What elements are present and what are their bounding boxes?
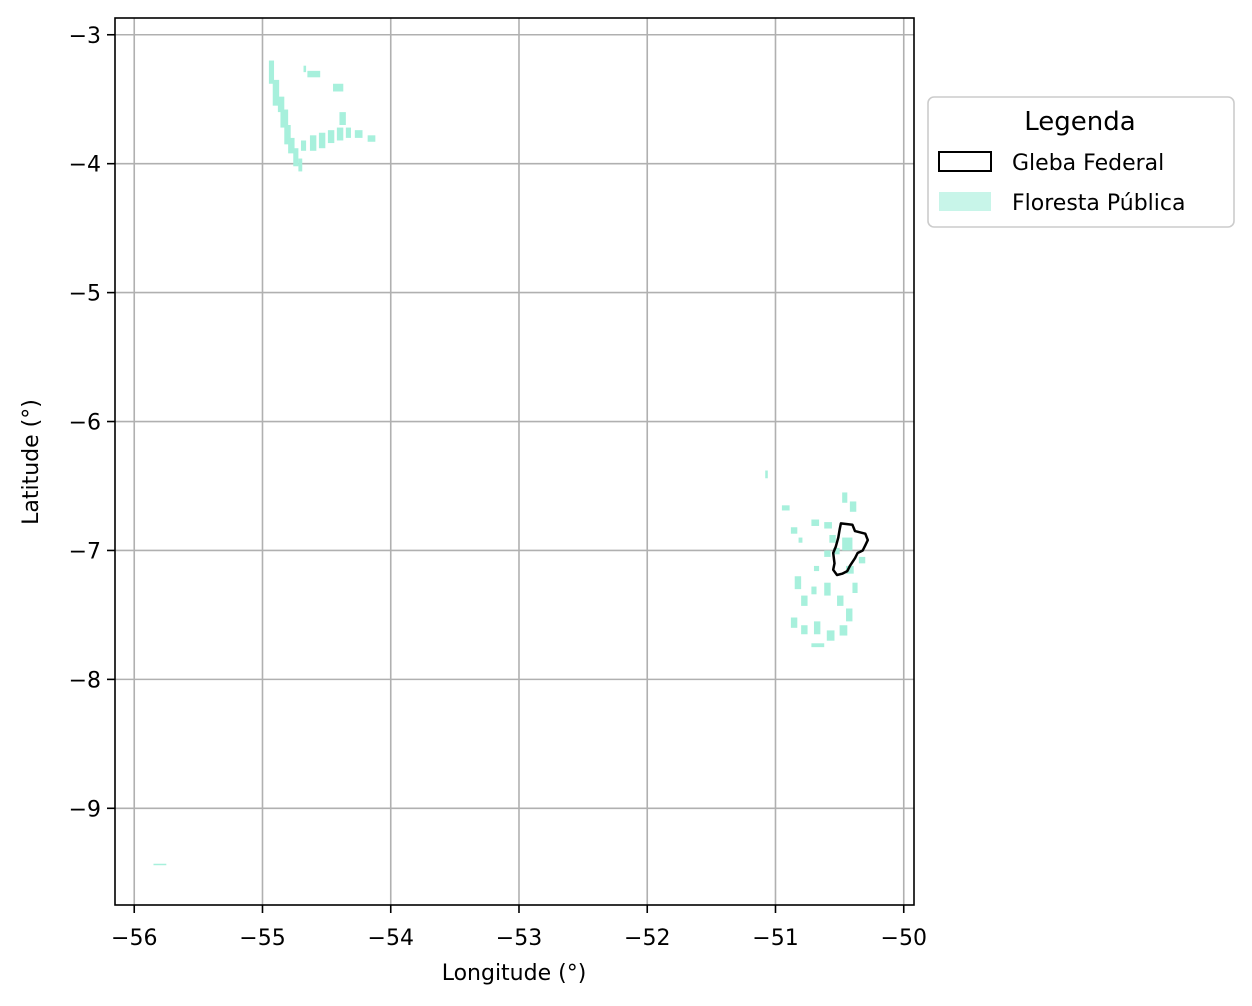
plot-frame (114, 17, 915, 906)
floresta-publica-patch (842, 492, 848, 503)
plot-area (115, 18, 914, 905)
x-tick-label: −54 (368, 926, 414, 951)
floresta-publica-patch (300, 140, 307, 151)
floresta-publica-patch (846, 608, 853, 622)
gridlines (115, 18, 914, 905)
floresta-publica-patch (268, 60, 275, 84)
floresta-publica-patch (765, 470, 768, 479)
legend-box (927, 96, 1235, 228)
floresta-publica-patch (284, 125, 291, 145)
floresta-publica-patch (781, 505, 790, 511)
floresta-publica-patch (336, 127, 344, 141)
y-ticks: −3 −4 −5 −6 −7 −8 −9 (69, 24, 115, 822)
x-tick-label: −53 (496, 926, 542, 951)
y-tick-label: −8 (69, 668, 101, 693)
floresta-publica-patch (813, 565, 820, 572)
floresta-publica-patch (318, 132, 326, 149)
floresta-publica-patch (826, 630, 835, 641)
floresta-publica-patch (367, 135, 376, 142)
floresta-publica-patch (837, 595, 844, 606)
x-tick-label: −52 (624, 926, 670, 951)
floresta-publica-patch (846, 565, 854, 574)
floresta-publica-patch (790, 527, 798, 534)
legend: Legenda Gleba Federal Floresta Pública (927, 96, 1235, 228)
floresta-publica-patch (858, 556, 866, 564)
floresta-publica-patch (345, 127, 351, 138)
y-axis-label: Latitude (°) (19, 399, 44, 525)
floresta-publica-patch (790, 617, 798, 628)
x-tick-label: −55 (239, 926, 285, 951)
legend-swatch-gleba-federal (938, 151, 992, 172)
floresta-publica-patch (307, 70, 321, 78)
floresta-publica-patch (339, 112, 346, 126)
floresta-publica-patch (354, 130, 363, 138)
y-tick-label: −5 (69, 282, 101, 307)
y-tick-label: −6 (69, 411, 101, 436)
x-tick-label: −50 (881, 926, 927, 951)
floresta-publica-patch (293, 148, 299, 167)
legend-swatch-floresta-publica (939, 192, 991, 211)
floresta-publica-patch (272, 79, 280, 106)
x-axis-label: Longitude (°) (442, 961, 587, 986)
floresta-publica-patch (288, 137, 295, 154)
floresta-publica-patch (824, 582, 831, 596)
floresta-publica-patch (333, 83, 344, 92)
floresta-publica-patch (327, 130, 335, 144)
x-ticks: −56 −55 −54 −53 −52 −51 −50 (111, 905, 927, 951)
y-tick-label: −7 (69, 539, 101, 564)
floresta-publica-patch (824, 522, 832, 529)
floresta-publica-patch (829, 534, 836, 543)
y-tick-label: −4 (69, 153, 101, 178)
legend-label-gleba-federal: Gleba Federal (1012, 151, 1164, 176)
y-tick-label: −9 (69, 797, 101, 822)
floresta-publica-patch (801, 595, 808, 606)
floresta-publica-patch (309, 135, 317, 151)
x-tick-label: −56 (111, 926, 157, 951)
y-tick-label: −3 (69, 24, 101, 49)
floresta-publica-patch (303, 65, 307, 73)
floresta-publica-patch (298, 158, 303, 172)
legend-label-floresta-publica: Floresta Pública (1012, 191, 1185, 216)
floresta-publica-patch (824, 550, 831, 557)
floresta-publica-patch (839, 625, 848, 636)
floresta-publica-patch (280, 109, 289, 128)
legend-title: Legenda (1024, 107, 1135, 137)
floresta-publica-patch (811, 519, 820, 526)
floresta-publica-patch (798, 537, 803, 543)
floresta-publica-layer (153, 60, 866, 866)
gleba-federal-polygon (831, 522, 870, 577)
floresta-publica-patch (811, 643, 825, 648)
floresta-publica-patch (833, 547, 840, 555)
floresta-publica-patch (794, 576, 802, 590)
floresta-publica-patch (813, 621, 821, 635)
floresta-publica-patch (852, 582, 858, 594)
floresta-publica-patch (153, 863, 167, 866)
floresta-publica-patch (849, 501, 857, 512)
floresta-publica-patch (277, 96, 285, 113)
floresta-publica-patch (801, 625, 808, 635)
floresta-publica-patch (842, 537, 853, 551)
x-tick-label: −51 (752, 926, 798, 951)
floresta-publica-patch (811, 586, 817, 595)
